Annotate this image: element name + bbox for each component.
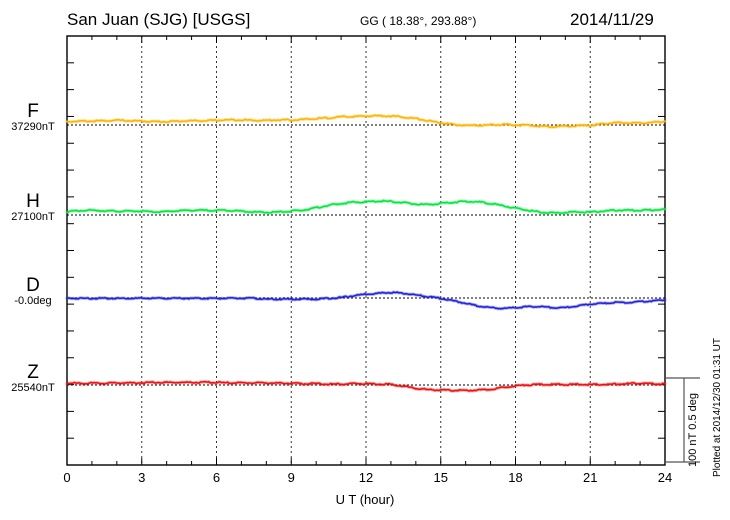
scale-bar-nt: 100 nT [687, 432, 699, 468]
component-baseline-f: 37290nT [11, 121, 55, 133]
trace-h [66, 199, 666, 214]
xtick-label-3: 3 [138, 470, 146, 485]
trace-d [66, 291, 666, 310]
component-label-f: F 37290nT [1, 102, 65, 134]
plot-frame [66, 35, 666, 466]
component-letter-h: H [26, 191, 40, 212]
observation-date: 2014/11/29 [570, 10, 654, 29]
trace-f [66, 114, 666, 129]
scale-bar [665, 377, 700, 463]
plot-timestamp: Plotted at 2014/12/30 01:31 UT [712, 338, 723, 477]
xtick-label-21: 21 [583, 470, 598, 485]
xtick-label-0: 0 [63, 470, 71, 485]
xtick-label-18: 18 [508, 470, 523, 485]
component-baseline-h: 27100nT [11, 211, 55, 223]
scale-bar-caption: 100 nT 0.5 deg [687, 393, 699, 468]
trace-z [66, 380, 666, 392]
component-letter-d: D [26, 275, 40, 296]
data-traces [65, 113, 667, 393]
component-label-h: H 27100nT [1, 192, 65, 224]
scale-bar-deg: 0.5 deg [687, 393, 699, 430]
grid-lines [141, 36, 591, 465]
xtick-label-24: 24 [657, 470, 673, 485]
component-letter-z: Z [27, 362, 39, 383]
component-baseline-d: -0.0deg [14, 295, 52, 307]
component-letter-f: F [27, 101, 39, 122]
geographic-coordinates: GG ( 18.38°, 293.88°) [360, 14, 477, 28]
component-label-z: Z 25540nT [1, 363, 65, 395]
component-baseline-z: 25540nT [11, 382, 55, 394]
x-axis-title: U T (hour) [335, 492, 395, 507]
xtick-label-15: 15 [433, 470, 448, 485]
xtick-label-9: 9 [287, 470, 295, 485]
component-label-d: D -0.0deg [1, 276, 65, 308]
xtick-label-12: 12 [358, 470, 374, 485]
page-title: San Juan (SJG) [USGS] [67, 10, 251, 29]
xtick-label-6: 6 [212, 470, 221, 485]
